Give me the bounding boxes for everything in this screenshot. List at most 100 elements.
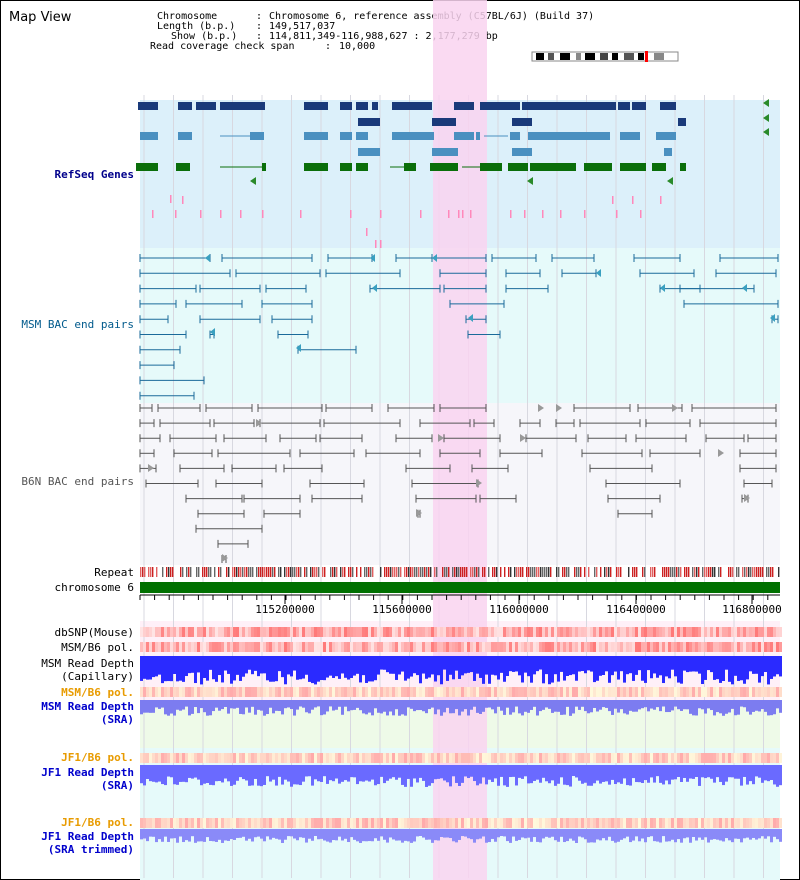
dbsnp-heat-cell — [284, 627, 287, 637]
msm-depth-capillary-bar — [431, 656, 434, 675]
track-label-msm-bac[interactable]: MSM BAC end pairs — [21, 318, 134, 331]
jf1-pol-heat-cell — [377, 753, 380, 763]
msm-depth-sra-bar — [371, 700, 374, 716]
msm-pol2-heat-cell — [272, 687, 275, 697]
jf1-pol2-heat-cell — [761, 818, 764, 828]
msm-depth-sra-bar — [506, 700, 509, 708]
jf1-pol-heat-cell — [731, 753, 734, 763]
jf1-pol2-heat-cell — [254, 818, 257, 828]
jf1-depth-sra-bar — [608, 765, 611, 785]
jf1-depth-sra-bar — [494, 765, 497, 779]
msm-depth-sra-bar — [155, 700, 158, 708]
jf1-depth-sra-bar — [776, 765, 779, 787]
jf1-pol2-heat-cell — [398, 818, 401, 828]
jf1-depth-trimmed-bar — [569, 829, 572, 839]
jf1-depth-trimmed-bar — [230, 829, 233, 840]
repeat-element — [352, 567, 354, 577]
msm-pol-heat-cell — [467, 642, 470, 652]
msm-pol-heat-cell — [668, 642, 671, 652]
msm-depth-capillary-bar — [536, 656, 539, 672]
msm-depth-capillary-bar — [452, 656, 455, 680]
msm-pol-heat-cell — [260, 642, 263, 652]
dbsnp-heat-cell — [431, 627, 434, 637]
page-title: Map View — [9, 10, 72, 25]
jf1-depth-sra-bar — [500, 765, 503, 777]
msm-depth-capillary-bar — [371, 656, 374, 682]
msm-pol-heat-cell — [209, 642, 212, 652]
msm-depth-sra-bar — [143, 700, 146, 713]
msm-pol2-heat-cell — [611, 687, 614, 697]
jf1-depth-sra-bar — [356, 765, 359, 785]
jf1-depth-sra-bar — [659, 765, 662, 783]
msm-depth-sra-bar — [704, 700, 707, 714]
jf1-depth-sra-bar — [296, 765, 299, 785]
jf1-pol2-heat-cell — [542, 818, 545, 828]
dbsnp-heat-cell — [398, 627, 401, 637]
repeat-element — [574, 567, 576, 577]
dbsnp-heat-cell — [317, 627, 320, 637]
msm-pol-heat-cell — [197, 642, 200, 652]
jf1-depth-sra-bar — [353, 765, 356, 778]
jf1-depth-sra-bar — [428, 765, 431, 786]
msm-depth-sra-bar — [602, 700, 605, 708]
msm-pol2-heat-cell — [287, 687, 290, 697]
dbsnp-heat-cell — [185, 627, 188, 637]
dbsnp-heat-cell — [419, 627, 422, 637]
msm-pol-heat-cell — [404, 642, 407, 652]
dbsnp-heat-cell — [191, 627, 194, 637]
dbsnp-heat-cell — [746, 627, 749, 637]
dbsnp-heat-cell — [179, 627, 182, 637]
jf1-depth-sra-bar — [218, 765, 221, 782]
msm-depth-sra-bar — [260, 700, 263, 711]
jf1-pol2-heat-cell — [509, 818, 512, 828]
repeat-element — [140, 567, 142, 577]
msm-depth-capillary-bar — [440, 656, 443, 685]
jf1-pol2-heat-cell — [314, 818, 317, 828]
jf1-pol2-heat-cell — [689, 818, 692, 828]
jf1-depth-sra-bar — [476, 765, 479, 786]
msm-depth-sra-bar — [305, 700, 308, 713]
gene-exon — [262, 163, 266, 171]
jf1-depth-sra-bar — [410, 765, 413, 787]
repeat-element — [632, 567, 634, 577]
msm-pol-heat-cell — [323, 642, 326, 652]
jf1-depth-trimmed-bar — [779, 829, 782, 842]
jf1-depth-trimmed-bar — [545, 829, 548, 837]
refseq-snp-tick — [616, 210, 618, 218]
jf1-pol2-heat-cell — [182, 818, 185, 828]
jf1-depth-sra-bar — [461, 765, 464, 783]
refseq-snp-tick — [182, 196, 184, 204]
track-label-refseq-genes[interactable]: RefSeq Genes — [54, 168, 134, 181]
dbsnp-heat-cell — [530, 627, 533, 637]
msm-pol-heat-cell — [770, 642, 773, 652]
msm-pol-heat-cell — [617, 642, 620, 652]
refseq-snp-tick — [584, 210, 586, 218]
jf1-depth-sra-bar — [611, 765, 614, 780]
jf1-depth-sra-bar — [230, 765, 233, 786]
jf1-pol-heat-cell — [677, 753, 680, 763]
repeat-element — [664, 567, 666, 577]
msm-pol-heat-cell — [740, 642, 743, 652]
jf1-pol-heat-cell — [563, 753, 566, 763]
track-label-b6n-bac[interactable]: B6N BAC end pairs — [21, 475, 134, 488]
repeat-element — [766, 567, 768, 577]
jf1-pol2-heat-cell — [437, 818, 440, 828]
jf1-pol-heat-cell — [239, 753, 242, 763]
jf1-depth-trimmed-bar — [356, 829, 359, 842]
dbsnp-heat-cell — [572, 627, 575, 637]
jf1-pol2-heat-cell — [287, 818, 290, 828]
msm-pol-heat-cell — [263, 642, 266, 652]
jf1-depth-sra-bar — [626, 765, 629, 786]
msm-depth-capillary-bar — [641, 656, 644, 681]
jf1-depth-sra-bar — [266, 765, 269, 777]
repeat-element — [456, 567, 458, 577]
msm-pol2-heat-cell — [746, 687, 749, 697]
jf1-pol-heat-cell — [776, 753, 779, 763]
msm-depth-sra-bar — [494, 700, 497, 714]
msm-pol-heat-cell — [452, 642, 455, 652]
jf1-depth-sra-bar — [425, 765, 428, 787]
repeat-element — [442, 567, 444, 577]
msm-pol-heat-cell — [710, 642, 713, 652]
repeat-element — [688, 567, 690, 577]
